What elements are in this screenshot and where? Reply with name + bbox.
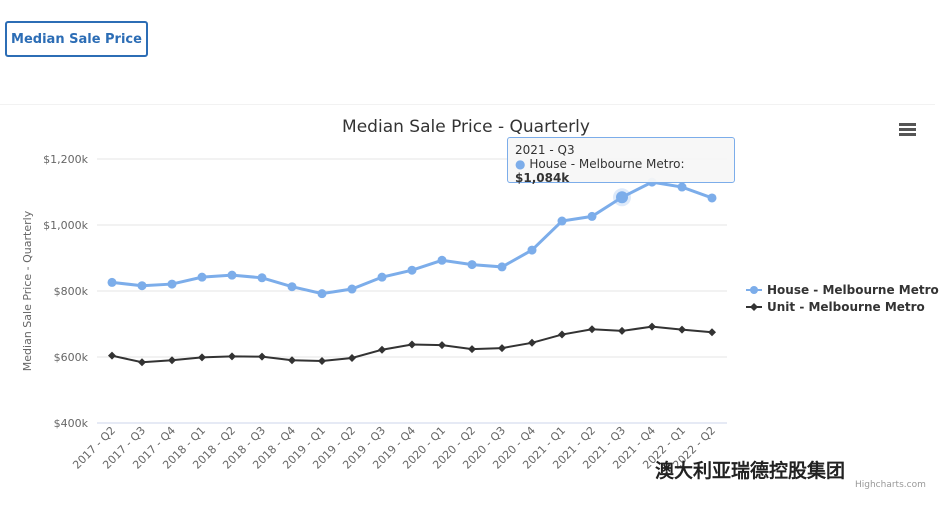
data-point xyxy=(168,356,176,365)
data-point xyxy=(197,272,207,282)
data-point xyxy=(557,216,567,226)
data-point xyxy=(347,284,357,294)
y-tick-label: $400k xyxy=(54,417,89,430)
highcharts-credit[interactable]: Highcharts.com xyxy=(855,480,926,490)
y-tick-label: $1,000k xyxy=(43,219,88,232)
y-tick-label: $800k xyxy=(54,285,89,298)
data-point xyxy=(528,338,536,347)
data-point xyxy=(198,353,206,362)
legend-item[interactable]: House - Melbourne Metro xyxy=(767,283,939,297)
data-point xyxy=(468,345,476,354)
data-point xyxy=(677,182,687,192)
tooltip-title: 2021 - Q3 xyxy=(515,143,575,157)
data-point xyxy=(708,328,716,337)
chart-title: Median Sale Price - Quarterly xyxy=(342,117,590,137)
data-point xyxy=(438,341,446,350)
data-point xyxy=(678,325,686,334)
legend-marker xyxy=(750,303,758,311)
y-axis-label: Median Sale Price - Quarterly xyxy=(21,210,34,371)
data-point xyxy=(587,211,597,221)
data-point xyxy=(707,193,717,203)
data-point xyxy=(618,326,626,335)
data-point xyxy=(527,245,537,255)
tooltip-value: $1,084k xyxy=(515,171,570,185)
data-point xyxy=(588,325,596,334)
tooltip: 2021 - Q3 ● House - Melbourne Metro: $1,… xyxy=(507,137,735,185)
data-point xyxy=(258,352,266,361)
data-point xyxy=(288,356,296,365)
median-sale-price-button[interactable]: Median Sale Price xyxy=(5,21,148,57)
data-point xyxy=(257,273,267,283)
data-point xyxy=(616,191,628,204)
hamburger-menu-icon[interactable] xyxy=(899,123,916,138)
data-point xyxy=(228,352,236,361)
data-point xyxy=(348,353,356,362)
data-point xyxy=(137,281,147,291)
data-point xyxy=(227,270,237,280)
watermark: 澳大利亚瑞德控股集团 xyxy=(655,460,846,482)
data-point xyxy=(167,279,177,289)
data-point xyxy=(408,340,416,349)
data-point xyxy=(648,322,656,331)
data-point xyxy=(497,262,507,272)
data-point xyxy=(318,356,326,365)
data-point xyxy=(138,358,146,367)
data-point xyxy=(467,260,477,270)
y-tick-label: $600k xyxy=(54,351,89,364)
data-point xyxy=(287,282,297,292)
data-point xyxy=(378,345,386,354)
legend-marker xyxy=(750,286,758,294)
chart-container xyxy=(0,104,935,495)
y-tick-label: $1,200k xyxy=(43,153,88,166)
data-point xyxy=(558,330,566,339)
data-point xyxy=(377,272,387,282)
tooltip-series: House - Melbourne Metro: xyxy=(529,157,685,171)
data-point xyxy=(107,277,117,287)
data-point xyxy=(407,265,417,275)
legend-item[interactable]: Unit - Melbourne Metro xyxy=(767,300,925,314)
data-point xyxy=(437,255,447,265)
data-point xyxy=(317,289,327,299)
data-point xyxy=(498,344,506,353)
data-point xyxy=(108,351,116,360)
